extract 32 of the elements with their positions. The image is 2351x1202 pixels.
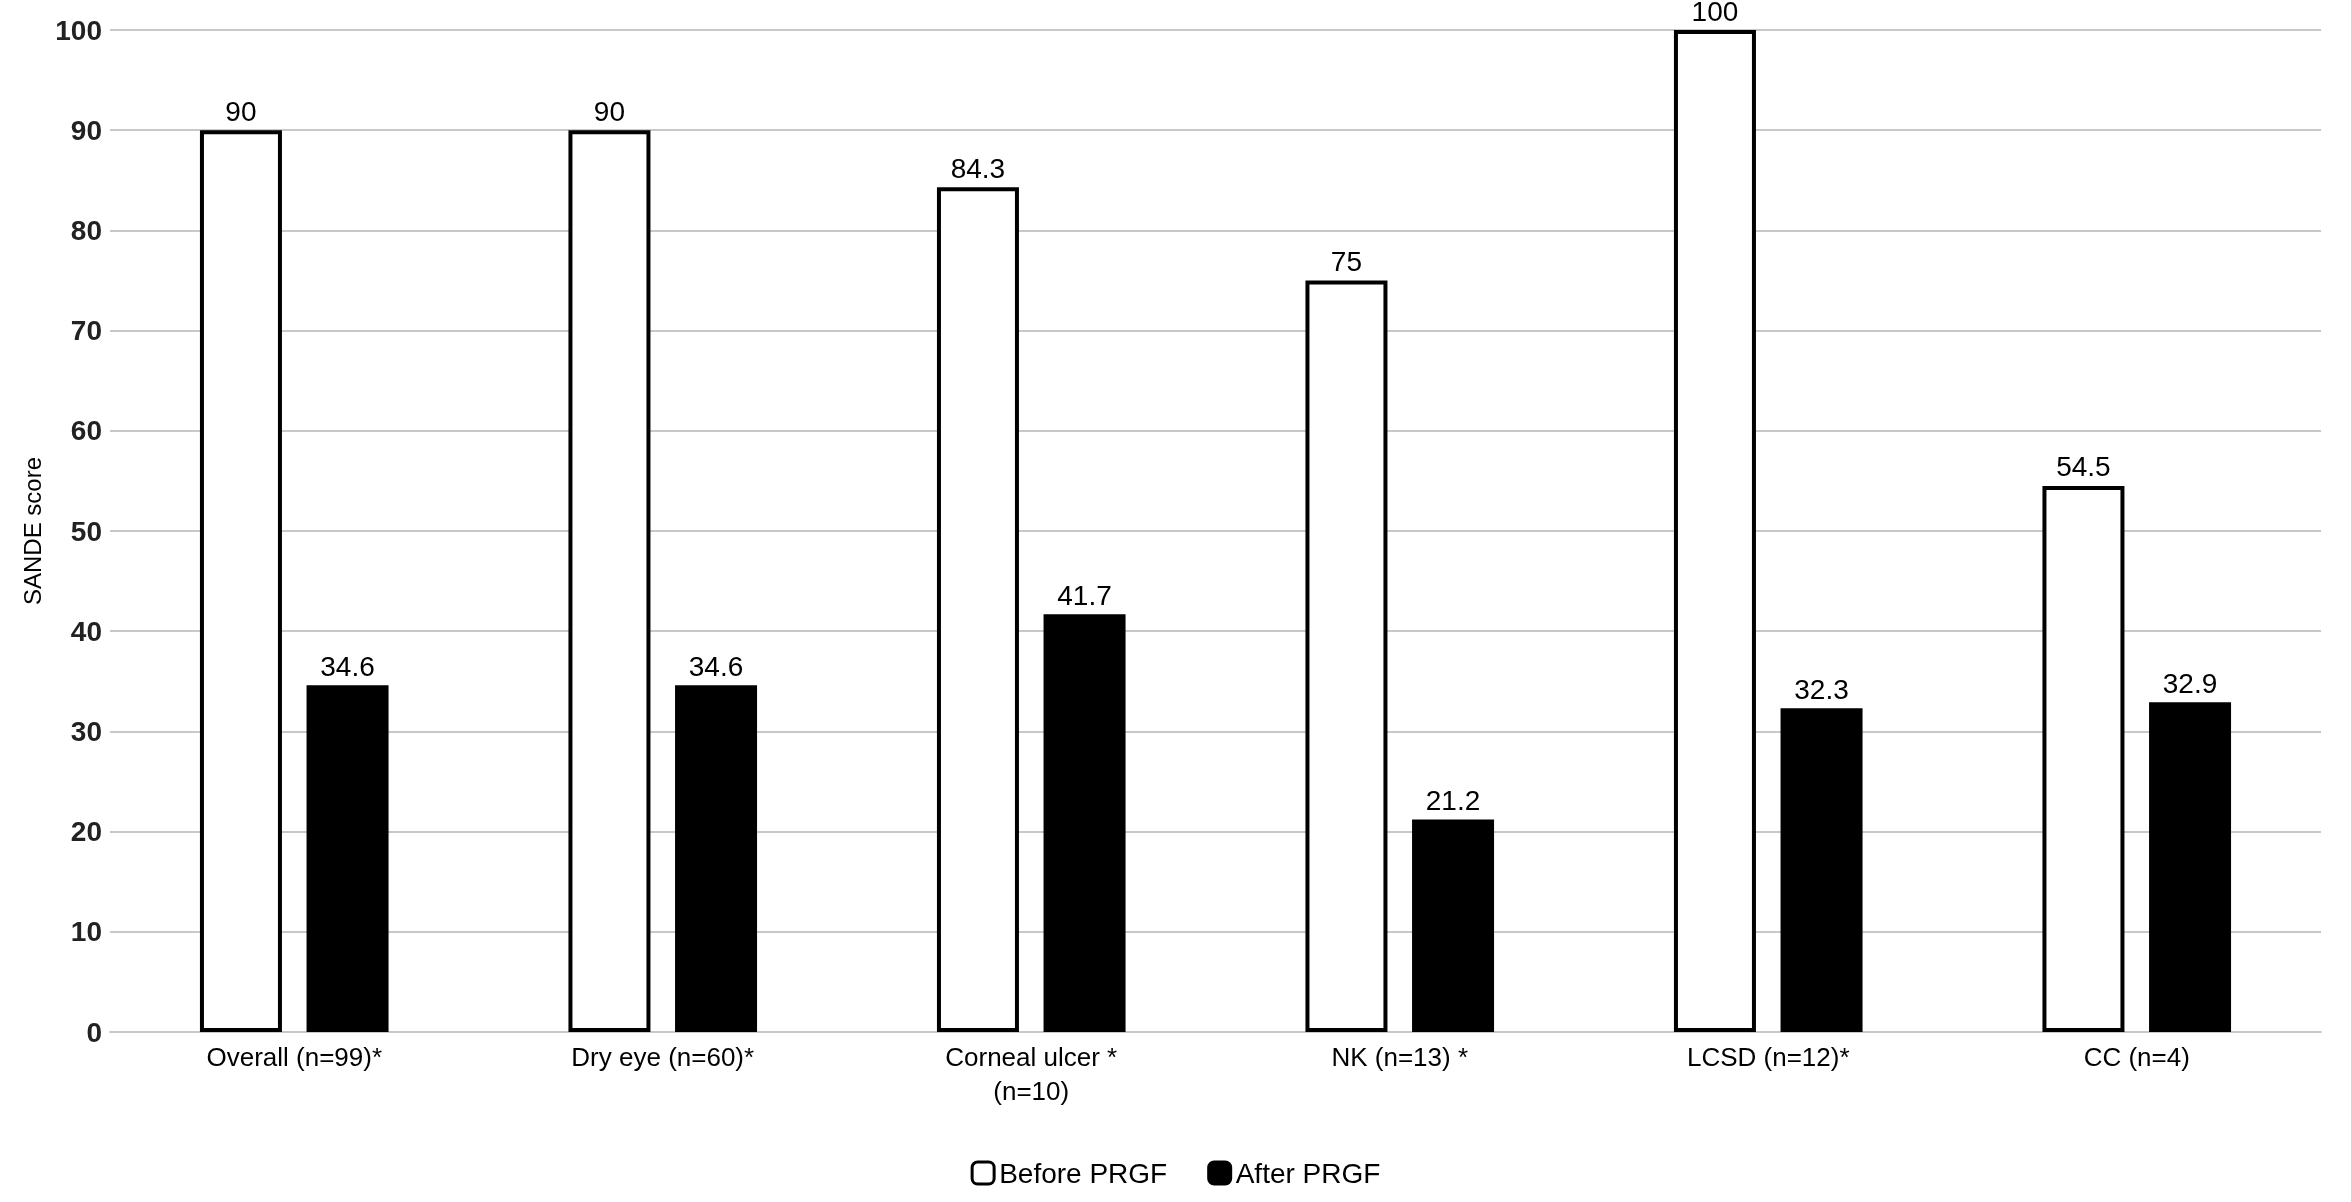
y-tick-label: 80 [70,214,102,246]
y-tick-label: 20 [70,816,102,848]
y-tick-label: 90 [70,114,102,146]
x-tick-label: NK (n=13) * [1331,1042,1469,1072]
y-tick-label: 30 [70,715,102,747]
data-label: 84.3 [950,152,1006,184]
x-tick-label: Overall (n=99)* [206,1042,383,1072]
y-tick-label: 100 [55,14,102,46]
data-label: 34.6 [688,650,744,682]
legend-label: After PRGF [1235,1157,1381,1189]
y-tick-label: 50 [70,515,102,547]
data-label: 90 [225,95,257,127]
y-tick-label: 0 [86,1016,102,1048]
data-label: 100 [1691,0,1739,27]
data-label: 75 [1330,246,1363,277]
data-label: 32.3 [1794,673,1849,705]
data-label: 90 [593,95,626,127]
x-tick-label: Dry eye (n=60)* [571,1042,755,1072]
x-tick-label: Corneal ulcer * (n=10) [945,1042,1118,1106]
y-tick-label: 10 [70,916,102,948]
y-tick-label: 70 [70,315,102,347]
data-label: 21.2 [1425,785,1481,817]
data-label: 54.5 [2056,451,2111,483]
data-label: 32.9 [2162,667,2218,699]
data-label: 34.6 [320,650,375,682]
x-tick-label: LCSD (n=12)* [1686,1042,1850,1072]
y-axis-title: SANDE score [18,456,46,606]
data-label: 41.7 [1057,579,1112,611]
legend-label: Before PRGF [999,1157,1168,1189]
y-tick-label: 60 [70,415,102,447]
y-tick-label: 40 [70,615,102,647]
x-tick-label: CC (n=4) [2083,1042,2190,1072]
